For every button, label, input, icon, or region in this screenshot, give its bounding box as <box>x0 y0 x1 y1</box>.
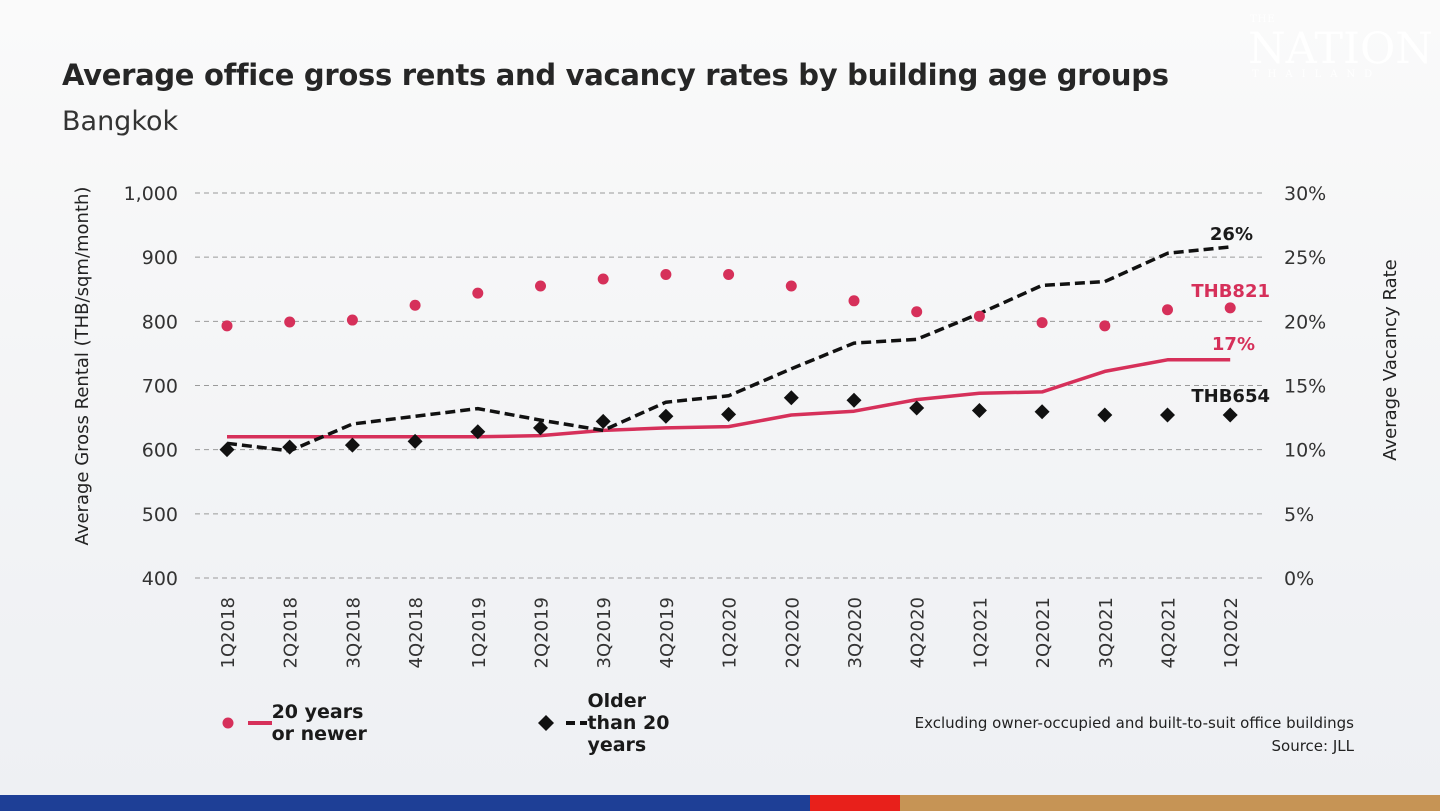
rent-point-older <box>658 408 674 424</box>
x-tick-label: 1Q2018 <box>218 597 239 668</box>
logo-thailand-text: THAILAND <box>1252 69 1382 80</box>
x-tick-label: 4Q2021 <box>1159 597 1180 668</box>
rent-point-newer <box>1162 304 1173 316</box>
legend-label-older: Older than 20 years <box>587 690 670 756</box>
rent-point-older <box>344 437 360 453</box>
left-tick-label: 900 <box>142 247 178 269</box>
annotation-label: THB654 <box>1191 386 1270 407</box>
right-axis-tick-labels: 0% 5% 10% 15% 20% 25% 30% <box>1284 183 1326 590</box>
legend-item-older: Older than 20 years <box>538 690 695 756</box>
left-tick-label: 1,000 <box>124 183 178 205</box>
left-axis-title: Average Gross Rental (THB/sqm/month) <box>72 187 93 546</box>
annotation-label: 26% <box>1210 224 1253 245</box>
rent-point-older <box>783 390 799 406</box>
rent-point-older <box>282 439 298 455</box>
x-tick-label: 1Q2020 <box>720 597 741 668</box>
rent-point-newer <box>346 314 358 326</box>
rent-point-newer <box>472 287 484 299</box>
annotations: 26% THB821 17% THB654 <box>1191 224 1270 407</box>
logo-the-text: THE <box>1250 14 1276 25</box>
annotation-label: THB821 <box>1191 281 1270 302</box>
legend-swatch-newer <box>222 717 272 729</box>
right-tick-label: 15% <box>1284 376 1326 398</box>
x-tick-label: 2Q2018 <box>281 597 302 668</box>
x-tick-label: 1Q2022 <box>1221 597 1242 668</box>
legend-swatch-older <box>538 715 588 731</box>
rent-point-older <box>909 400 925 416</box>
rent-point-older <box>595 413 611 429</box>
rent-point-newer <box>973 310 985 322</box>
x-axis-tick-labels: 1Q2018 2Q2018 3Q2018 4Q2018 1Q2019 2Q2019 3Q20… <box>218 597 1242 668</box>
legend-label-newer: 20 years or newer <box>271 701 367 745</box>
rent-point-newer <box>409 299 421 311</box>
rent-point-newer <box>660 268 672 280</box>
rent-point-newer <box>1224 302 1236 314</box>
x-tick-label: 4Q2018 <box>406 597 427 668</box>
rent-point-older <box>846 392 862 408</box>
grid-lines <box>195 192 1265 579</box>
vacancy-line-newer <box>227 358 1231 439</box>
right-tick-label: 25% <box>1284 247 1326 269</box>
x-tick-label: 1Q2019 <box>469 597 490 668</box>
data-series <box>219 245 1238 458</box>
rent-point-older <box>721 406 737 422</box>
left-tick-label: 600 <box>142 440 178 462</box>
x-tick-label: 2Q2020 <box>782 597 803 668</box>
rent-point-newer <box>1036 317 1048 329</box>
x-tick-label: 3Q2018 <box>343 597 364 668</box>
legend-item-newer: 20 years or newer <box>222 701 378 745</box>
rent-point-newer <box>284 316 296 328</box>
logo-nation-text: NATION <box>1248 24 1433 74</box>
x-tick-label: 4Q2020 <box>908 597 929 668</box>
left-tick-label: 800 <box>142 311 178 333</box>
chart-subtitle: Bangkok <box>62 106 179 137</box>
rent-point-older <box>407 433 423 449</box>
x-tick-label: 3Q2019 <box>594 597 615 668</box>
rent-point-newer <box>723 268 735 280</box>
right-tick-label: 10% <box>1284 440 1326 462</box>
bottom-color-bar <box>0 795 1440 811</box>
rent-point-newer <box>221 320 233 332</box>
vacancy-line-older <box>226 245 1231 453</box>
rent-point-older <box>971 403 987 419</box>
footnote: Excluding owner-occupied and built-to-su… <box>915 712 1354 758</box>
left-tick-label: 400 <box>142 568 178 590</box>
x-tick-label: 2Q2021 <box>1033 597 1054 668</box>
annotation-label: 17% <box>1212 334 1255 355</box>
right-axis-title: Average Vacancy Rate <box>1380 259 1401 460</box>
bottom-bar-tan <box>900 795 1440 811</box>
rent-point-older <box>533 420 548 436</box>
right-tick-label: 20% <box>1284 311 1326 333</box>
rent-point-older <box>470 424 486 440</box>
rent-point-older <box>1034 404 1050 420</box>
rent-point-newer <box>848 295 860 307</box>
x-tick-label: 3Q2020 <box>845 597 866 668</box>
rent-point-newer <box>1099 320 1111 332</box>
x-tick-label: 2Q2019 <box>532 597 553 668</box>
rent-point-newer <box>597 273 609 285</box>
bottom-bar-red <box>810 795 900 811</box>
footnote-exclusion: Excluding owner-occupied and built-to-su… <box>914 714 1354 732</box>
rent-vacancy-chart: 400 500 600 700 800 900 1,000 0% 5% 10% 15% 20% 25%… <box>72 183 1401 668</box>
footnote-source: Source: JLL <box>1271 737 1354 755</box>
right-tick-label: 0% <box>1284 568 1314 590</box>
rent-point-newer <box>911 306 923 318</box>
rent-point-older <box>1097 407 1113 423</box>
right-tick-label: 5% <box>1284 504 1314 526</box>
rent-point-newer <box>785 280 797 292</box>
left-axis-tick-labels: 400 500 600 700 800 900 1,000 <box>124 183 178 590</box>
left-tick-label: 500 <box>142 504 178 526</box>
bottom-bar-blue <box>0 795 810 811</box>
x-tick-label: 3Q2021 <box>1096 597 1117 668</box>
rent-point-older <box>219 442 235 458</box>
rent-point-newer <box>535 280 546 292</box>
rent-point-older <box>1222 407 1238 423</box>
left-tick-label: 700 <box>142 376 178 398</box>
x-tick-label: 4Q2019 <box>657 597 678 668</box>
x-tick-label: 1Q2021 <box>970 597 991 668</box>
nation-thailand-logo: THE NATION THAILAND <box>1246 14 1433 84</box>
right-tick-label: 30% <box>1284 183 1326 205</box>
rent-point-older <box>1160 407 1175 423</box>
chart-title: Average office gross rents and vacancy r… <box>62 58 1169 92</box>
